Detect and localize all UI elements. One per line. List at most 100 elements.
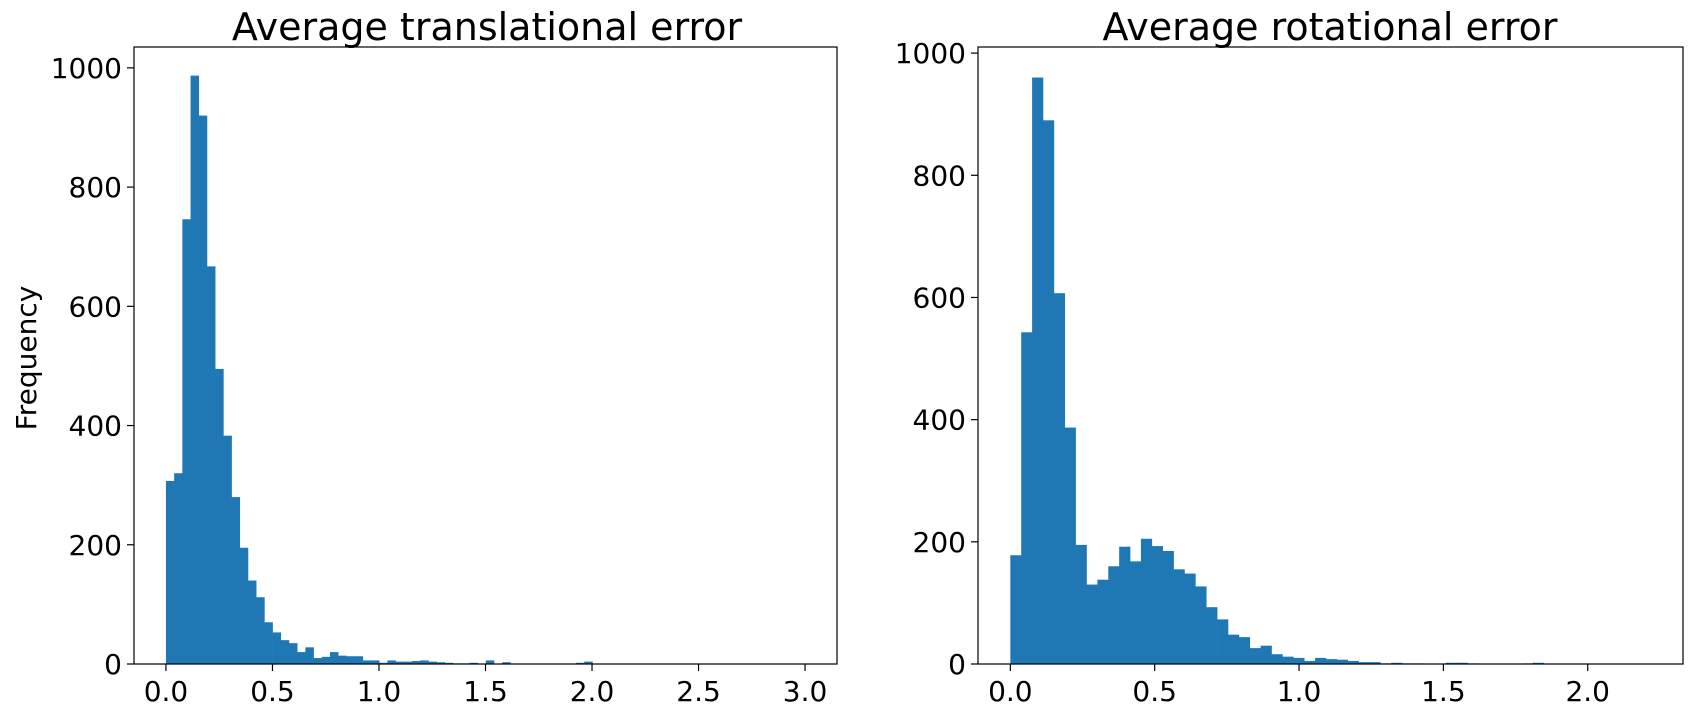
y-tick-label: 600: [913, 281, 966, 314]
x-tick-label: 0.0: [144, 675, 189, 708]
histogram-bar: [1293, 657, 1305, 664]
histogram-bar: [1010, 555, 1022, 664]
histogram-bar: [1053, 293, 1066, 664]
histogram-bar: [1184, 573, 1196, 664]
chart-title: Average rotational error: [1102, 5, 1557, 49]
x-axis-ticks: 0.0 0.5 1.0 1.5 2.0 2.5 3.0: [144, 664, 828, 708]
histogram-bar: [1119, 546, 1131, 664]
histogram-bar: [1162, 550, 1174, 664]
histogram-bar: [1347, 660, 1359, 664]
histogram-bar: [1195, 586, 1207, 664]
histogram-bar: [1271, 654, 1283, 664]
histogram-bar: [371, 660, 380, 664]
histogram-bar: [1260, 645, 1272, 664]
histogram-bar: [1097, 579, 1109, 664]
histogram-bar: [1228, 634, 1240, 664]
histogram-bar: [223, 435, 232, 664]
histogram-bar: [1456, 662, 1468, 664]
rotational-error-histogram: Average rotational error 0.0 0.5 1.0 1.5 2.0…: [895, 5, 1684, 708]
y-tick-label: 1000: [895, 37, 966, 70]
histogram-bar: [1173, 569, 1185, 664]
x-tick-label: 1.5: [463, 675, 508, 708]
histogram-bar: [1042, 120, 1055, 664]
histogram-bar: [1086, 584, 1098, 664]
histogram-bar: [584, 661, 593, 664]
histogram-bar: [1021, 332, 1033, 664]
x-tick-label: 3.0: [783, 675, 828, 708]
histogram-bar: [1391, 662, 1403, 664]
histogram-bar: [1140, 538, 1153, 664]
histogram-bar: [1032, 77, 1044, 665]
histogram-bar: [1108, 566, 1120, 664]
histogram-bar: [239, 547, 249, 664]
histogram-bar: [215, 368, 224, 664]
histogram-bar: [206, 266, 216, 664]
histogram-bar: [436, 662, 446, 664]
histogram-bar: [1075, 544, 1087, 664]
chart-title: Average translational error: [232, 5, 743, 49]
histogram-bar: [362, 660, 372, 664]
x-tick-label: 1.0: [1277, 675, 1322, 708]
histogram-bar: [329, 652, 339, 664]
histogram-bar: [305, 647, 314, 664]
x-tick-label: 0.5: [250, 675, 295, 708]
histogram-bar: [502, 662, 511, 664]
y-tick-label: 200: [913, 526, 966, 559]
x-axis-ticks: 0.0 0.5 1.0 1.5 2.0: [988, 664, 1610, 708]
histogram-bar: [313, 658, 323, 664]
y-tick-label: 400: [913, 404, 966, 437]
histogram-bar: [346, 656, 355, 664]
histogram-bar: [354, 656, 364, 664]
x-tick-label: 0.0: [988, 675, 1033, 708]
histogram-bar: [1358, 662, 1370, 664]
histogram-bar: [485, 660, 495, 664]
histogram-bar: [1369, 662, 1381, 664]
histogram-bar: [1282, 656, 1294, 664]
histogram-bar: [1206, 607, 1218, 664]
x-tick-label: 1.5: [1421, 675, 1466, 708]
translational-error-histogram: Average translational error Frequency 0.…: [10, 5, 838, 708]
histogram-bar: [280, 640, 290, 664]
y-tick-label: 0: [104, 648, 122, 681]
histogram-bar: [256, 597, 265, 664]
x-tick-label: 2.5: [676, 675, 721, 708]
histogram-bar: [321, 656, 331, 664]
histogram-bar: [1238, 637, 1251, 664]
histogram-bar: [420, 660, 429, 664]
plot-area-frame: [977, 46, 1684, 665]
x-tick-label: 2.0: [570, 675, 615, 708]
histogram-bar: [1445, 662, 1457, 664]
y-tick-label: 0: [948, 648, 966, 681]
histogram-bar: [272, 632, 282, 664]
y-axis-ticks: 0 200 400 600 800 1000: [895, 37, 978, 681]
histogram-bar: [387, 660, 396, 664]
histogram-bar: [1064, 427, 1076, 664]
histogram-bar: [338, 655, 347, 664]
x-tick-label: 0.5: [1132, 675, 1177, 708]
histogram-bar: [395, 661, 405, 664]
y-tick-label: 400: [69, 410, 122, 443]
y-tick-label: 200: [69, 529, 122, 562]
histogram-bar: [190, 75, 200, 665]
histogram-bar: [1249, 648, 1261, 664]
histogram-bar: [428, 661, 437, 664]
histogram-bar: [174, 473, 183, 664]
histogram-bar: [297, 652, 306, 664]
histogram-bar: [182, 219, 191, 664]
plot-area-frame: [133, 46, 838, 665]
histogram-bar: [1217, 619, 1229, 664]
y-tick-label: 800: [913, 159, 966, 192]
histogram-bar: [403, 661, 413, 664]
histogram-bar: [198, 115, 208, 664]
y-axis-ticks: 0 200 400 600 800 1000: [51, 52, 134, 681]
histogram-bar: [1532, 662, 1544, 664]
histogram-bar: [247, 580, 257, 664]
y-axis-label: Frequency: [10, 286, 43, 431]
histogram-bar: [1304, 660, 1316, 664]
y-tick-label: 1000: [51, 52, 122, 85]
histogram-bar: [1336, 659, 1349, 664]
x-tick-label: 2.0: [1565, 675, 1610, 708]
histogram-bar: [1130, 561, 1142, 664]
histogram-bars: [1010, 77, 1544, 665]
